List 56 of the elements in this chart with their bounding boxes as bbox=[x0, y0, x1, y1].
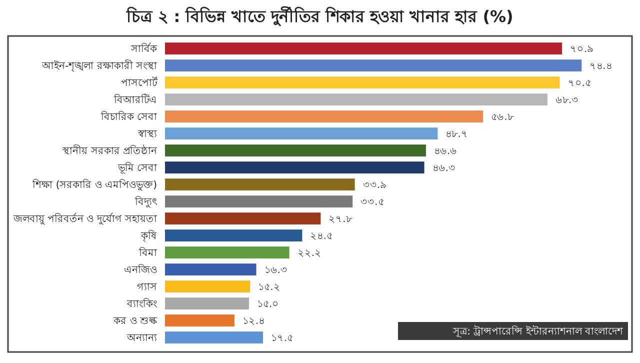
y-tick-label: বিচারিক সেবা bbox=[100, 111, 158, 123]
bar bbox=[165, 144, 426, 156]
data-label: ৭০.৫ bbox=[568, 78, 591, 89]
y-tick-label: কর ও শুল্ক bbox=[112, 316, 158, 327]
bar bbox=[165, 178, 355, 190]
y-tick-label: কৃষি bbox=[140, 230, 157, 242]
y-tick-label: বিমা bbox=[138, 247, 158, 259]
bar bbox=[165, 230, 302, 242]
data-label: ৭০.৯ bbox=[570, 44, 594, 55]
bar bbox=[165, 264, 256, 276]
y-tick-label: অন্যান্য bbox=[126, 333, 158, 344]
bar bbox=[165, 314, 234, 326]
data-label: ১৫.২ bbox=[258, 282, 280, 293]
bar bbox=[165, 246, 290, 258]
bar bbox=[165, 76, 560, 88]
bar bbox=[165, 128, 438, 140]
data-label: ২২.২ bbox=[297, 248, 322, 259]
y-tick-label: আইন-শৃঙ্খলা রক্ষাকারী সংস্থা bbox=[41, 59, 158, 72]
bar bbox=[165, 60, 582, 72]
bar bbox=[165, 298, 249, 310]
data-label: ১৬.৩ bbox=[264, 265, 288, 276]
bar bbox=[165, 332, 263, 344]
bar bbox=[165, 42, 562, 54]
y-tick-label: স্থানীয় সরকার প্রতিষ্ঠান bbox=[62, 144, 158, 157]
y-tick-label: বিআরটিএ bbox=[113, 93, 157, 106]
y-tick-label: এনজিও bbox=[124, 264, 157, 276]
y-tick-label: শিক্ষা (সরকারি ও এমপিওভুক্ত) bbox=[32, 179, 158, 191]
data-label: ৬৮.৩ bbox=[555, 95, 579, 106]
data-label: ১২.৪ bbox=[242, 316, 265, 327]
data-label: ১৭.৫ bbox=[271, 333, 294, 344]
bar bbox=[165, 280, 250, 292]
bar bbox=[165, 196, 353, 208]
data-label: ২৪.৫ bbox=[310, 231, 332, 242]
bar bbox=[165, 94, 548, 106]
data-label: ৫৬.৮ bbox=[491, 112, 514, 123]
data-label: ৪৮.৭ bbox=[446, 129, 468, 140]
data-label: ৩৩.৫ bbox=[360, 197, 384, 208]
data-label: ৭৪.৪ bbox=[590, 61, 612, 72]
bar bbox=[165, 212, 321, 224]
bar bbox=[165, 162, 424, 174]
y-tick-label: ব্যাংকিং bbox=[126, 298, 157, 310]
y-tick-label: গ্যাস bbox=[137, 282, 157, 293]
chart-title: চিত্র ২ : বিভিন্ন খাতে দুর্নীতির শিকার হওয়া খানার হার (%) bbox=[126, 6, 514, 27]
data-label: ৩৩.৯ bbox=[362, 180, 386, 191]
data-label: ১৫.০ bbox=[257, 299, 280, 310]
y-tick-label: ভূমি সেবা bbox=[116, 162, 158, 174]
data-label: ৪৬.৩ bbox=[432, 163, 456, 174]
data-label: ৪৬.৬ bbox=[434, 146, 458, 157]
y-tick-label: স্বাস্থ্য bbox=[137, 129, 158, 140]
y-tick-label: বিদ্যুৎ bbox=[134, 196, 157, 208]
data-label: ২৭.৮ bbox=[328, 214, 353, 225]
y-tick-label: পাসপোর্ট bbox=[121, 76, 158, 89]
y-tick-label: জলবায়ু পরিবর্তন ও দুর্যোগ সহায়তা bbox=[12, 213, 158, 225]
y-tick-label: সার্বিক bbox=[130, 43, 158, 55]
bar bbox=[165, 110, 484, 122]
annotation: সূত্র: ট্রান্সপারেন্সি ইন্টারন্যাশনাল বাংলাদেশ bbox=[452, 326, 624, 338]
